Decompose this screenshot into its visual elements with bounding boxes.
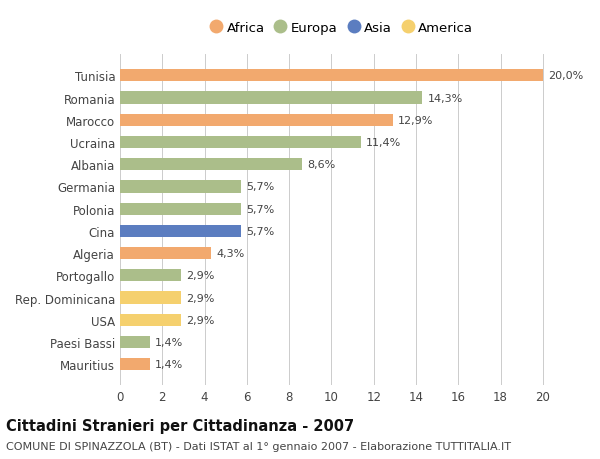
Bar [120, 159, 302, 171]
Bar [120, 225, 241, 237]
Text: 5,7%: 5,7% [246, 182, 274, 192]
Bar [120, 292, 181, 304]
Text: 12,9%: 12,9% [398, 116, 433, 125]
Text: 11,4%: 11,4% [367, 138, 401, 148]
Legend: Africa, Europa, Asia, America: Africa, Europa, Asia, America [211, 22, 473, 35]
Text: Cittadini Stranieri per Cittadinanza - 2007: Cittadini Stranieri per Cittadinanza - 2… [6, 418, 354, 433]
Text: 20,0%: 20,0% [548, 71, 583, 81]
Text: 8,6%: 8,6% [307, 160, 335, 170]
Text: 4,3%: 4,3% [216, 249, 244, 258]
Text: 5,7%: 5,7% [246, 204, 274, 214]
Bar [120, 137, 361, 149]
Text: 2,9%: 2,9% [187, 293, 215, 303]
Bar [120, 114, 393, 127]
Bar [120, 181, 241, 193]
Bar [120, 92, 422, 105]
Text: 1,4%: 1,4% [155, 359, 183, 369]
Bar [120, 247, 211, 260]
Bar [120, 203, 241, 215]
Bar [120, 70, 543, 82]
Bar [120, 336, 149, 348]
Text: 2,9%: 2,9% [187, 271, 215, 281]
Text: 1,4%: 1,4% [155, 337, 183, 347]
Text: 14,3%: 14,3% [428, 93, 463, 103]
Bar [120, 358, 149, 370]
Bar [120, 314, 181, 326]
Text: 2,9%: 2,9% [187, 315, 215, 325]
Bar [120, 269, 181, 282]
Text: COMUNE DI SPINAZZOLA (BT) - Dati ISTAT al 1° gennaio 2007 - Elaborazione TUTTITA: COMUNE DI SPINAZZOLA (BT) - Dati ISTAT a… [6, 441, 511, 451]
Text: 5,7%: 5,7% [246, 226, 274, 236]
